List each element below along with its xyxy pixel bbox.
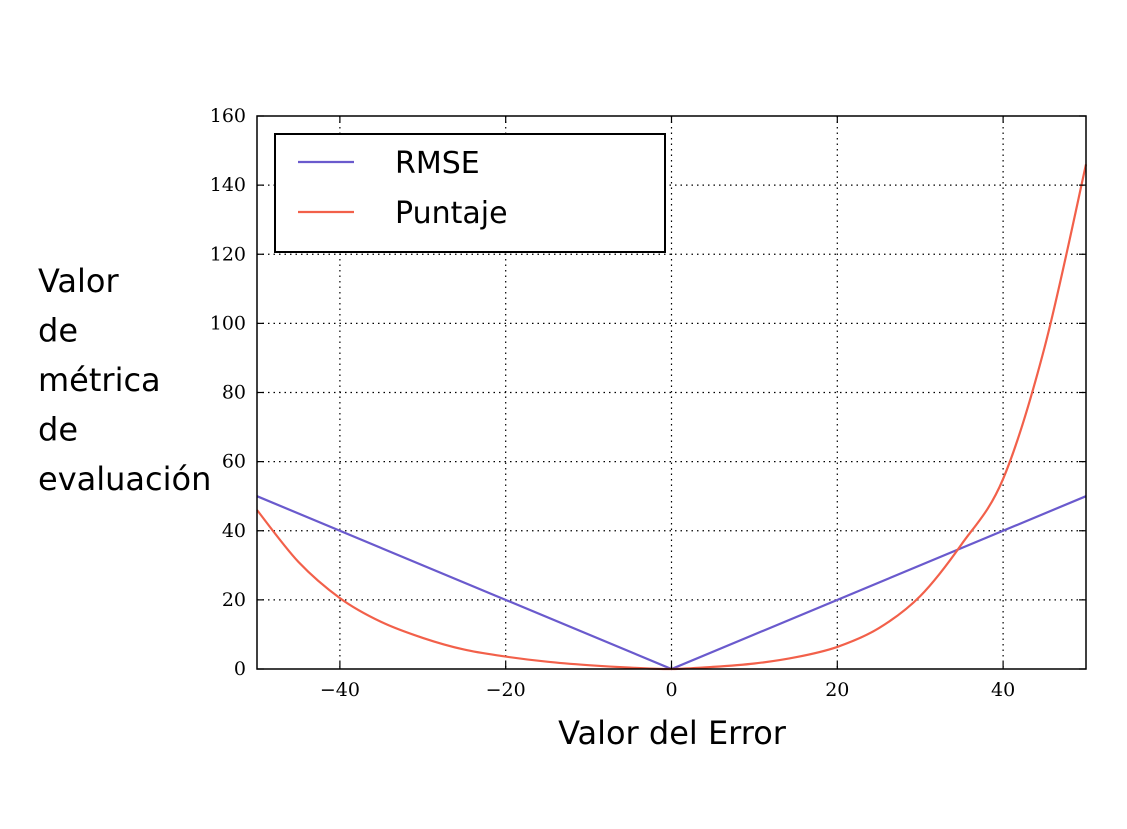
y-tick-label: 160 bbox=[210, 105, 246, 127]
y-axis-title-line: métrica bbox=[38, 361, 161, 399]
x-tick-label: −20 bbox=[486, 679, 526, 701]
series-line-puntaje bbox=[256, 164, 1088, 671]
y-tick-label: 0 bbox=[234, 658, 246, 680]
x-axis-title: Valor del Error bbox=[558, 714, 787, 752]
y-tick-label: 120 bbox=[210, 243, 246, 265]
y-axis-title-line: Valor bbox=[38, 262, 119, 300]
y-axis-title-line: evaluación bbox=[38, 460, 211, 498]
legend-label: Puntaje bbox=[395, 196, 508, 231]
legend: RMSE Puntaje bbox=[274, 133, 666, 253]
y-axis-title-line: de bbox=[38, 411, 78, 449]
y-tick-label: 40 bbox=[222, 520, 246, 542]
x-tick-label: 40 bbox=[991, 679, 1015, 701]
legend-label: RMSE bbox=[395, 146, 480, 181]
legend-box bbox=[274, 133, 666, 253]
x-tick-label: −40 bbox=[320, 679, 360, 701]
y-tick-label: 20 bbox=[222, 589, 246, 611]
y-tick-label: 140 bbox=[210, 174, 246, 196]
y-axis-title: Valor de métrica de evaluación bbox=[38, 262, 211, 498]
y-tick-label: 80 bbox=[222, 382, 246, 404]
y-tick-label: 60 bbox=[222, 451, 246, 473]
y-tick-label: 100 bbox=[210, 312, 246, 334]
x-tick-label: 20 bbox=[825, 679, 849, 701]
y-axis-title-line: de bbox=[38, 312, 78, 350]
series-line-rmse bbox=[256, 495, 1087, 671]
ticks: −40 −20 0 20 40 0 20 40 60 80 100 120 140 160 bbox=[210, 105, 1086, 701]
x-tick-label: 0 bbox=[665, 679, 677, 701]
